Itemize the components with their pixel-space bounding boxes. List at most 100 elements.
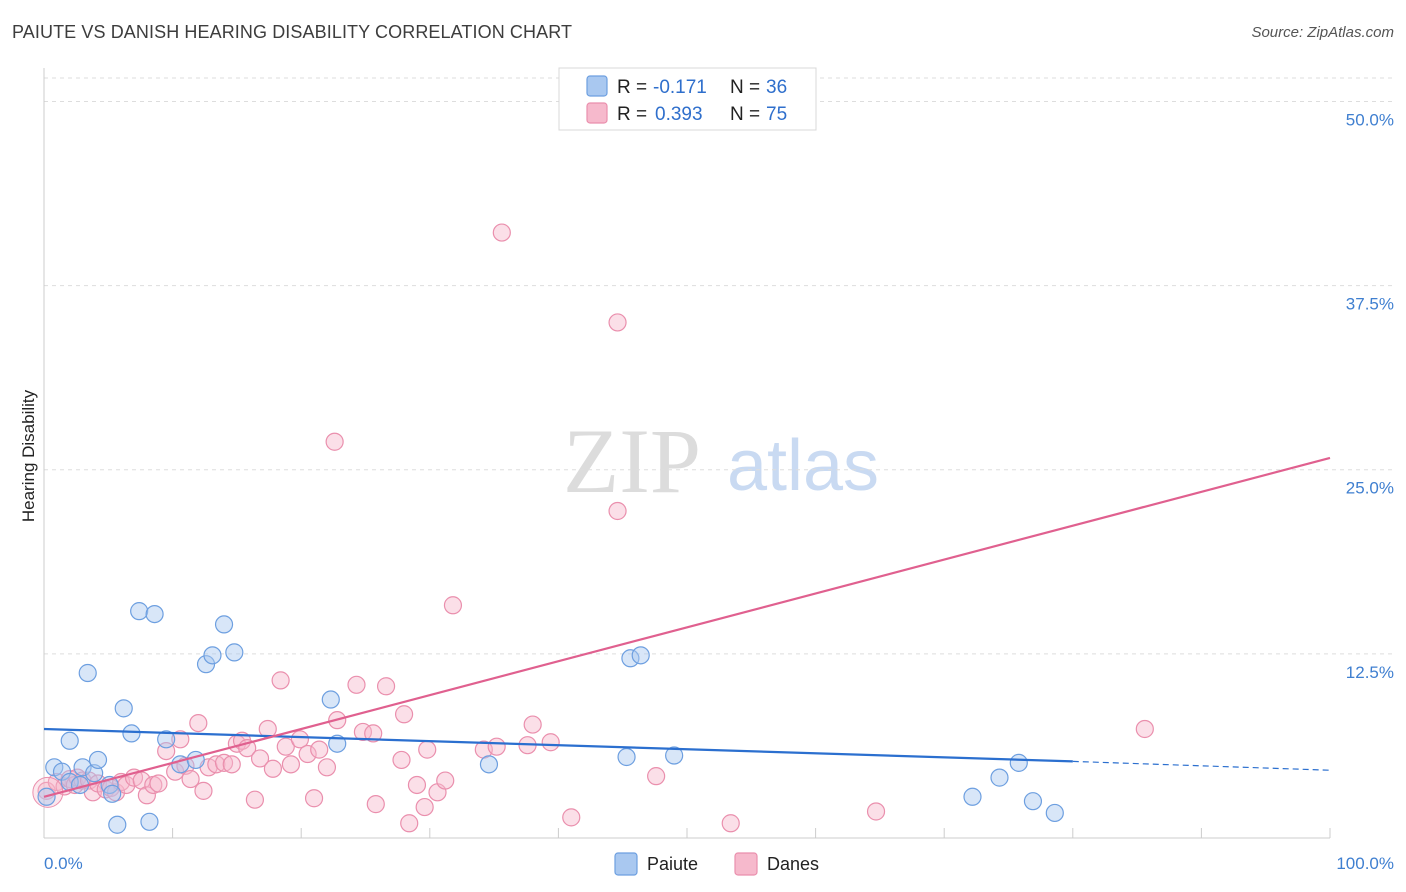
legend-paiute-swatch — [614, 852, 638, 876]
danes-point-45 — [317, 758, 337, 777]
danes-point-39 — [276, 737, 295, 756]
danes-point-41 — [290, 730, 310, 749]
paiute-point-9 — [88, 750, 108, 770]
paiute-point-18 — [157, 730, 176, 749]
paiute-point-26 — [328, 734, 347, 753]
paiute-point-12 — [108, 815, 127, 834]
paiute-swatch — [586, 75, 608, 97]
danes-point-44 — [310, 740, 329, 759]
paiute-point-11 — [103, 784, 122, 803]
paiute-point-7 — [78, 663, 97, 683]
axes — [43, 68, 1331, 839]
paiute-point-27 — [479, 755, 499, 774]
danes-point-50 — [364, 724, 383, 743]
danes-n-value: 75 — [766, 104, 787, 125]
danes-point-37 — [263, 759, 283, 778]
danes-point-30 — [222, 755, 241, 774]
y-tick-label-1: 25.0% — [1346, 479, 1394, 498]
danes-point-19 — [149, 774, 168, 793]
y-tick-label-2: 37.5% — [1346, 295, 1394, 314]
paiute-point-31 — [665, 746, 684, 765]
danes-point-52 — [376, 677, 396, 696]
watermark-atlas: atlas — [727, 426, 879, 506]
paiute-point-4 — [60, 731, 79, 750]
danes-point-73 — [866, 802, 886, 821]
danes-point-53 — [392, 750, 411, 770]
danes-point-42 — [298, 744, 317, 764]
paiute-n-label: N = — [730, 77, 760, 98]
danes-point-63 — [487, 737, 506, 756]
chart-title: PAIUTE VS DANISH HEARING DISABILITY CORR… — [12, 22, 573, 42]
danes-point-67 — [541, 733, 560, 752]
series-legend: Paiute Danes — [614, 852, 819, 876]
paiute-n-value: 36 — [766, 77, 787, 98]
paiute-point-17 — [145, 604, 164, 624]
danes-point-28 — [207, 755, 226, 774]
danes-point-69 — [608, 313, 627, 332]
danes-point-64 — [492, 223, 511, 242]
paiute-point-29 — [621, 649, 640, 668]
danes-n-label: N = — [730, 104, 760, 125]
paiute-point-22 — [203, 646, 222, 665]
danes-point-43 — [304, 789, 324, 808]
paiute-point-34 — [1009, 753, 1028, 772]
stats-legend: R = -0.171 N = 36 R = 0.393 N = 75 — [558, 67, 817, 131]
danes-swatch — [586, 102, 608, 124]
danes-trend-line — [43, 456, 1331, 798]
danes-point-22 — [171, 730, 190, 749]
danes-point-25 — [189, 713, 208, 733]
danes-point-57 — [415, 797, 434, 817]
paiute-r-label: R = — [617, 77, 647, 98]
danes-point-55 — [400, 814, 419, 833]
paiute-point-14 — [122, 724, 141, 743]
paiute-point-13 — [114, 699, 133, 718]
danes-points — [32, 223, 1154, 833]
paiute-point-15 — [130, 602, 149, 621]
y-axis-ticks: 12.5% 25.0% 37.5% 50.0% — [1346, 110, 1394, 681]
danes-point-34 — [245, 790, 265, 809]
paiute-point-33 — [990, 768, 1009, 787]
danes-point-71 — [647, 767, 666, 786]
danes-point-58 — [418, 740, 437, 759]
danes-point-24 — [181, 769, 200, 789]
danes-point-72 — [721, 814, 740, 833]
paiute-point-35 — [1023, 792, 1043, 811]
danes-r-label: R = — [617, 104, 647, 125]
watermark-zip: ZIP — [563, 410, 701, 512]
legend-danes-swatch — [734, 852, 758, 876]
danes-point-35 — [250, 749, 270, 768]
paiute-point-6 — [73, 758, 92, 777]
paiute-point-32 — [963, 787, 982, 806]
paiute-point-28 — [617, 747, 636, 767]
danes-r-value: 0.393 — [655, 104, 703, 125]
paiute-point-25 — [321, 690, 340, 709]
paiute-point-36 — [1045, 803, 1064, 823]
danes-point-29 — [214, 753, 234, 772]
paiute-point-20 — [186, 750, 205, 770]
danes-point-54 — [394, 705, 414, 724]
legend-paiute-label: Paiute — [647, 854, 698, 874]
danes-point-48 — [347, 675, 366, 694]
x-tick-label-max: 100.0% — [1336, 854, 1394, 873]
paiute-points — [37, 602, 1064, 834]
legend-danes-label: Danes — [767, 854, 819, 874]
y-axis-label: Hearing Disability — [19, 389, 38, 522]
trend-lines — [43, 456, 1331, 798]
danes-point-70 — [608, 501, 627, 521]
danes-point-51 — [366, 795, 385, 814]
paiute-trend-line — [43, 727, 1073, 763]
danes-point-40 — [281, 755, 301, 774]
paiute-point-30 — [631, 646, 650, 665]
paiute-point-16 — [140, 812, 159, 831]
danes-point-66 — [523, 715, 542, 734]
grid — [44, 77, 1394, 655]
danes-point-60 — [436, 771, 455, 790]
y-tick-label-3: 50.0% — [1346, 110, 1394, 129]
danes-point-46 — [325, 432, 344, 451]
danes-point-74 — [1135, 719, 1154, 739]
source-label: Source: ZipAtlas.com — [1251, 24, 1394, 41]
y-tick-label-0: 12.5% — [1346, 663, 1394, 682]
paiute-trend-extension — [1072, 760, 1331, 771]
danes-point-38 — [271, 671, 290, 690]
